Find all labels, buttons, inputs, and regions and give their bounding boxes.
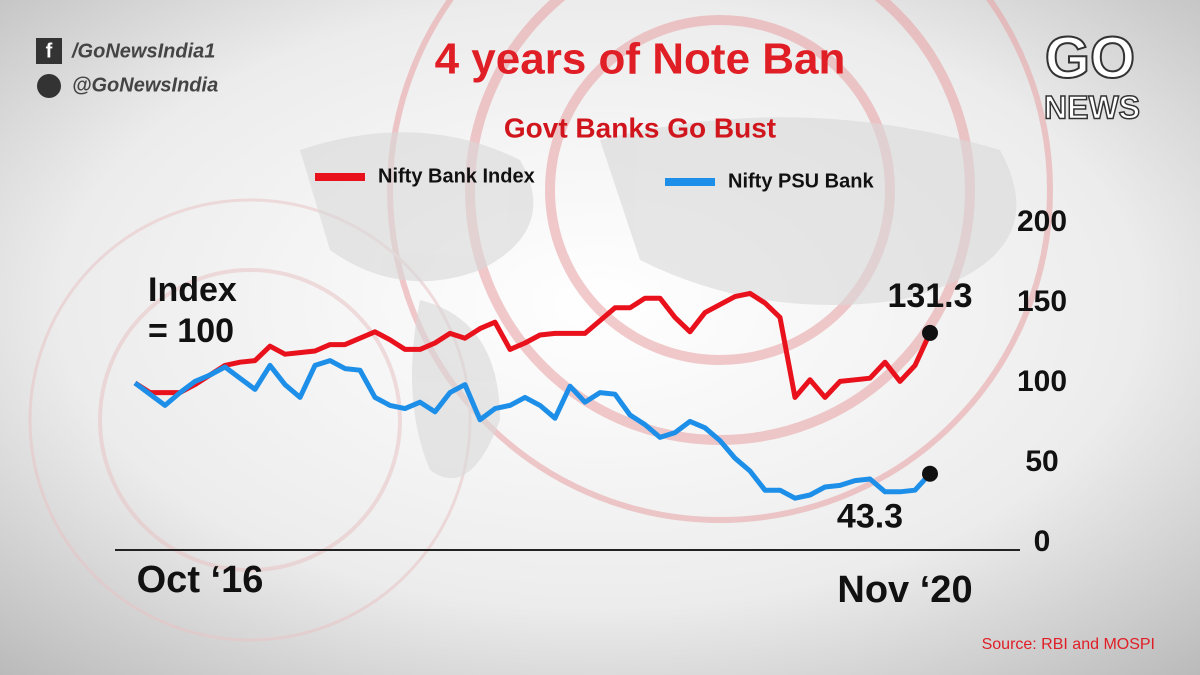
chart-subtitle: Govt Banks Go Bust [504, 112, 776, 143]
legend-label: Nifty Bank Index [378, 165, 535, 187]
source: Source: RBI and MOSPI [982, 636, 1155, 653]
series-line [133, 358, 932, 501]
logo-bottom: NEWS [1044, 89, 1140, 125]
y-tick-label: 150 [1017, 285, 1067, 318]
x-tick-label: Oct ‘16 [137, 559, 264, 601]
twitter-handle: @GoNewsIndia [72, 74, 218, 96]
facebook-handle: /GoNewsIndia1 [71, 40, 215, 62]
end-dot [922, 465, 938, 482]
data-label: 131.3 [887, 277, 972, 315]
y-tick-label: 0 [1034, 525, 1051, 558]
twitter-icon [37, 74, 61, 98]
end-dot [922, 324, 938, 341]
y-tick-label: 100 [1017, 365, 1067, 398]
data-label: 43.3 [837, 498, 903, 536]
facebook-icon [36, 38, 62, 64]
logo-top: GO [1045, 25, 1135, 90]
facebook-glyph: f [46, 40, 53, 62]
y-tick-label: 200 [1017, 205, 1067, 238]
series-line [133, 290, 933, 400]
chart-title: 4 years of Note Ban [435, 35, 846, 84]
annotation: Index [148, 271, 237, 309]
x-tick-label: Nov ‘20 [837, 569, 972, 611]
y-tick-label: 50 [1025, 445, 1058, 478]
annotation: = 100 [148, 312, 234, 350]
legend-label: Nifty PSU Bank [728, 170, 874, 192]
